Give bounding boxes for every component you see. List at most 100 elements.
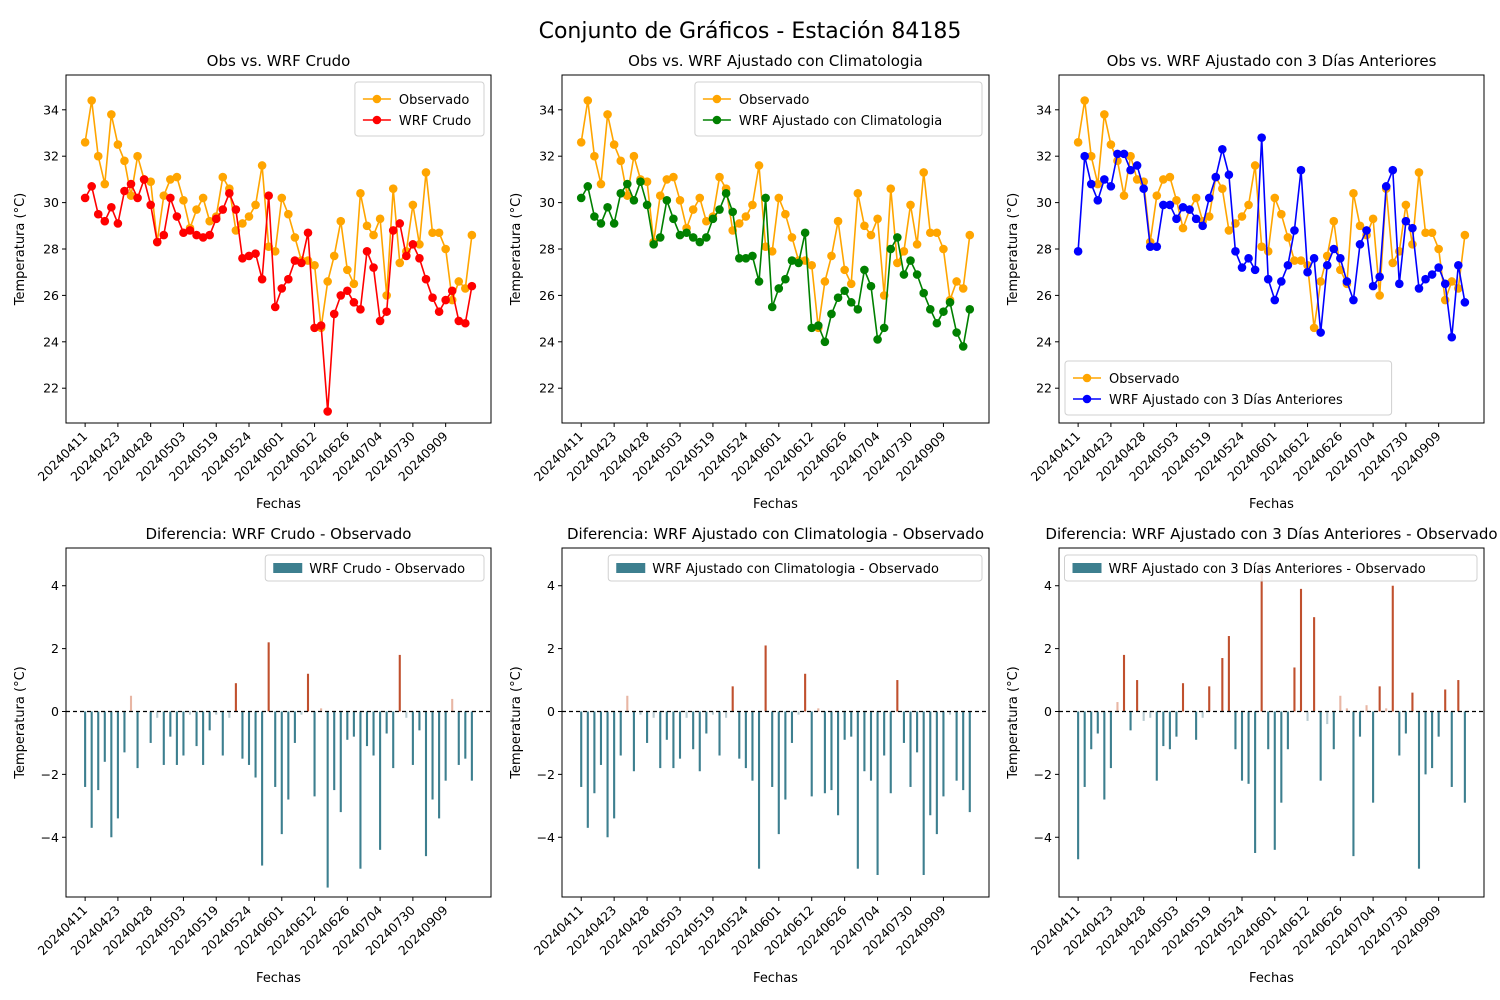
diff-bar bbox=[711, 711, 714, 715]
legend-marker bbox=[372, 115, 382, 125]
data-point-observado bbox=[310, 260, 319, 270]
diff-bar bbox=[1103, 711, 1106, 800]
data-point-wrf_crudo bbox=[454, 316, 464, 326]
diff-bar bbox=[777, 711, 780, 835]
diff-bar bbox=[738, 711, 741, 759]
diff-bar bbox=[1358, 711, 1362, 737]
diff-bar bbox=[1109, 711, 1112, 769]
data-point-wrf_3dias bbox=[1204, 193, 1214, 203]
data-point-wrf_crudo bbox=[126, 179, 136, 189]
data-point-wrf_clim bbox=[655, 233, 665, 242]
diff-bar bbox=[731, 686, 734, 712]
data-point-wrf_clim bbox=[583, 182, 593, 191]
data-point-wrf_3dias bbox=[1336, 253, 1345, 263]
data-point-wrf_clim bbox=[939, 307, 948, 316]
data-point-observado bbox=[1309, 323, 1319, 333]
data-point-observado bbox=[238, 219, 247, 228]
x-axis-label: Fechas bbox=[256, 971, 301, 986]
diff-bar bbox=[1168, 711, 1171, 750]
data-point-wrf_crudo bbox=[349, 298, 359, 307]
data-point-wrf_clim bbox=[675, 230, 685, 240]
legend-label: WRF Crudo bbox=[399, 114, 471, 129]
data-point-wrf_clim bbox=[623, 179, 632, 189]
legend-box bbox=[694, 81, 983, 137]
diff-bar bbox=[97, 711, 100, 791]
data-point-observado bbox=[688, 205, 698, 214]
data-point-wrf_3dias bbox=[1093, 195, 1103, 205]
subplot-title: Obs vs. WRF Ajustado con Climatologia bbox=[628, 52, 923, 70]
diff-bar bbox=[136, 711, 139, 769]
data-point-observado bbox=[1434, 244, 1443, 254]
diff-bar bbox=[784, 711, 787, 800]
data-point-wrf_crudo bbox=[87, 182, 96, 191]
axes-frame bbox=[561, 74, 990, 424]
diff-bar bbox=[1280, 711, 1283, 803]
data-point-wrf_clim bbox=[688, 233, 698, 242]
data-point-observado bbox=[205, 216, 214, 226]
data-point-observado bbox=[349, 279, 359, 289]
y-tick-label: 32 bbox=[43, 149, 59, 164]
data-point-observado bbox=[1100, 110, 1109, 119]
diff-bar bbox=[1431, 711, 1434, 769]
data-point-wrf_clim bbox=[833, 293, 843, 303]
data-point-observado bbox=[787, 233, 797, 242]
data-point-wrf_3dias bbox=[1362, 226, 1371, 235]
data-point-wrf_3dias bbox=[1270, 295, 1280, 305]
diff-bar bbox=[339, 711, 342, 813]
diff-bar bbox=[90, 711, 93, 828]
data-point-observado bbox=[382, 291, 391, 300]
data-point-wrf_clim bbox=[754, 277, 764, 286]
y-tick-label: 22 bbox=[539, 381, 555, 396]
subplot-2: Obs vs. WRF Ajustado con Climatologia 22 2… bbox=[509, 52, 990, 512]
data-point-wrf_3dias bbox=[1159, 200, 1168, 210]
data-point-wrf_3dias bbox=[1434, 263, 1443, 272]
data-point-observado bbox=[1126, 151, 1135, 161]
data-point-observado bbox=[93, 151, 103, 161]
data-point-wrf_3dias bbox=[1440, 279, 1450, 289]
diff-bar bbox=[333, 711, 336, 791]
diff-bar bbox=[935, 711, 938, 835]
data-point-wrf_crudo bbox=[415, 253, 424, 263]
subplot-title: Diferencia: WRF Ajustado con Climatologi… bbox=[567, 525, 984, 543]
diff-bar bbox=[823, 711, 826, 794]
legend-marker bbox=[712, 94, 722, 104]
data-point-observado bbox=[919, 168, 928, 177]
diff-bar bbox=[1444, 689, 1447, 712]
data-point-wrf_3dias bbox=[1080, 151, 1089, 161]
data-point-wrf_3dias bbox=[1172, 214, 1181, 224]
data-point-observado bbox=[290, 233, 300, 242]
data-point-observado bbox=[767, 247, 777, 256]
legend-marker bbox=[372, 94, 382, 104]
data-point-observado bbox=[356, 189, 365, 198]
data-point-wrf_clim bbox=[636, 177, 645, 187]
data-point-observado bbox=[1224, 226, 1234, 235]
data-point-wrf_crudo bbox=[408, 240, 418, 249]
diff-bar bbox=[346, 711, 349, 740]
data-point-wrf_clim bbox=[734, 253, 744, 263]
legend-label: Observado bbox=[1109, 372, 1180, 387]
diff-bar bbox=[182, 711, 185, 756]
diff-bar bbox=[1299, 588, 1303, 712]
data-point-wrf_3dias bbox=[1106, 182, 1116, 191]
diff-bar bbox=[659, 711, 662, 769]
data-point-wrf_3dias bbox=[1165, 200, 1175, 210]
y-axis-label: Temperatura (°C) bbox=[13, 193, 28, 306]
data-point-wrf_clim bbox=[609, 219, 619, 228]
diff-bar bbox=[817, 708, 820, 712]
data-point-observado bbox=[257, 161, 267, 170]
diff-bar bbox=[1319, 711, 1322, 781]
data-point-observado bbox=[244, 212, 254, 221]
data-point-observado bbox=[853, 189, 863, 198]
diff-bar bbox=[470, 711, 473, 781]
data-point-wrf_crudo bbox=[133, 193, 142, 203]
data-point-wrf_3dias bbox=[1408, 223, 1417, 233]
y-axis-label: Temperatura (°C) bbox=[1006, 666, 1021, 779]
data-point-observado bbox=[629, 151, 639, 161]
diff-bar bbox=[1398, 711, 1401, 756]
legend-swatch bbox=[273, 563, 303, 573]
y-tick-label: −2 bbox=[41, 767, 59, 782]
y-tick-label: −4 bbox=[41, 830, 59, 845]
data-point-observado bbox=[965, 230, 975, 240]
data-point-observado bbox=[1152, 191, 1162, 200]
data-point-wrf_3dias bbox=[1113, 149, 1122, 159]
